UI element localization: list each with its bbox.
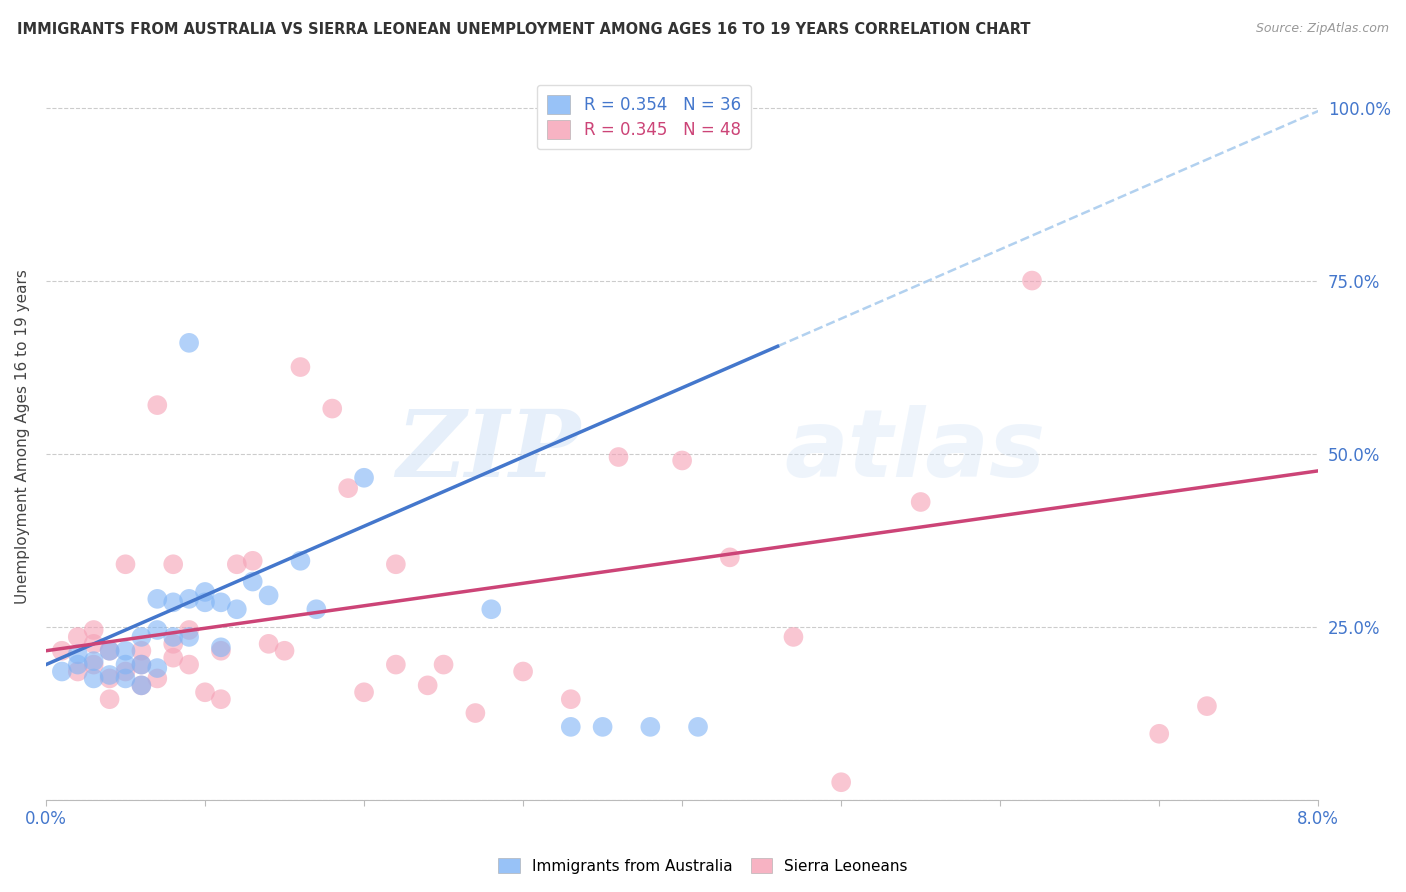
Point bbox=[131, 630, 153, 644]
Point bbox=[257, 637, 280, 651]
Point bbox=[114, 672, 136, 686]
Point bbox=[98, 644, 121, 658]
Point bbox=[146, 591, 169, 606]
Point bbox=[177, 591, 200, 606]
Point bbox=[464, 706, 486, 720]
Point bbox=[209, 692, 232, 706]
Point bbox=[66, 665, 89, 679]
Point bbox=[910, 495, 932, 509]
Point bbox=[131, 678, 153, 692]
Text: atlas: atlas bbox=[785, 405, 1045, 497]
Point bbox=[209, 595, 232, 609]
Point bbox=[146, 661, 169, 675]
Point bbox=[83, 657, 105, 672]
Point bbox=[242, 574, 264, 589]
Point bbox=[353, 471, 375, 485]
Point bbox=[305, 602, 328, 616]
Point bbox=[162, 595, 184, 609]
Point bbox=[83, 672, 105, 686]
Point bbox=[290, 359, 312, 374]
Point bbox=[162, 650, 184, 665]
Point bbox=[671, 453, 693, 467]
Point bbox=[162, 630, 184, 644]
Text: IMMIGRANTS FROM AUSTRALIA VS SIERRA LEONEAN UNEMPLOYMENT AMONG AGES 16 TO 19 YEA: IMMIGRANTS FROM AUSTRALIA VS SIERRA LEON… bbox=[17, 22, 1031, 37]
Point bbox=[98, 668, 121, 682]
Point bbox=[782, 630, 804, 644]
Point bbox=[432, 657, 454, 672]
Point bbox=[225, 558, 247, 572]
Point bbox=[273, 644, 295, 658]
Point bbox=[114, 665, 136, 679]
Point bbox=[177, 630, 200, 644]
Point bbox=[66, 647, 89, 661]
Text: ZIP: ZIP bbox=[396, 406, 581, 496]
Legend: R = 0.354   N = 36, R = 0.345   N = 48: R = 0.354 N = 36, R = 0.345 N = 48 bbox=[537, 85, 751, 149]
Point bbox=[66, 630, 89, 644]
Point bbox=[131, 678, 153, 692]
Point bbox=[177, 623, 200, 637]
Point bbox=[1195, 699, 1218, 714]
Point bbox=[512, 665, 534, 679]
Point bbox=[162, 637, 184, 651]
Point bbox=[1147, 727, 1170, 741]
Point bbox=[98, 692, 121, 706]
Point bbox=[321, 401, 343, 416]
Point bbox=[1021, 274, 1043, 288]
Point bbox=[98, 644, 121, 658]
Point bbox=[830, 775, 852, 789]
Text: Source: ZipAtlas.com: Source: ZipAtlas.com bbox=[1256, 22, 1389, 36]
Point bbox=[114, 558, 136, 572]
Point bbox=[257, 588, 280, 602]
Point bbox=[718, 550, 741, 565]
Point bbox=[640, 720, 662, 734]
Point bbox=[194, 585, 217, 599]
Point bbox=[146, 623, 169, 637]
Point bbox=[194, 595, 217, 609]
Point bbox=[385, 657, 408, 672]
Point bbox=[114, 644, 136, 658]
Y-axis label: Unemployment Among Ages 16 to 19 years: Unemployment Among Ages 16 to 19 years bbox=[15, 268, 30, 604]
Point bbox=[146, 672, 169, 686]
Point bbox=[98, 672, 121, 686]
Point bbox=[416, 678, 439, 692]
Point bbox=[225, 602, 247, 616]
Point bbox=[337, 481, 360, 495]
Point bbox=[686, 720, 709, 734]
Point bbox=[131, 657, 153, 672]
Point bbox=[51, 644, 73, 658]
Point bbox=[560, 720, 582, 734]
Point bbox=[479, 602, 502, 616]
Point bbox=[560, 692, 582, 706]
Point bbox=[162, 558, 184, 572]
Point bbox=[83, 623, 105, 637]
Point bbox=[592, 720, 614, 734]
Point bbox=[607, 450, 630, 464]
Point bbox=[83, 654, 105, 668]
Point bbox=[66, 657, 89, 672]
Legend: Immigrants from Australia, Sierra Leoneans: Immigrants from Australia, Sierra Leonea… bbox=[492, 852, 914, 880]
Point bbox=[114, 657, 136, 672]
Point bbox=[131, 644, 153, 658]
Point bbox=[131, 657, 153, 672]
Point bbox=[209, 644, 232, 658]
Point bbox=[51, 665, 73, 679]
Point bbox=[177, 335, 200, 350]
Point bbox=[290, 554, 312, 568]
Point bbox=[177, 657, 200, 672]
Point bbox=[146, 398, 169, 412]
Point bbox=[353, 685, 375, 699]
Point bbox=[83, 637, 105, 651]
Point bbox=[194, 685, 217, 699]
Point bbox=[209, 640, 232, 655]
Point bbox=[385, 558, 408, 572]
Point bbox=[242, 554, 264, 568]
